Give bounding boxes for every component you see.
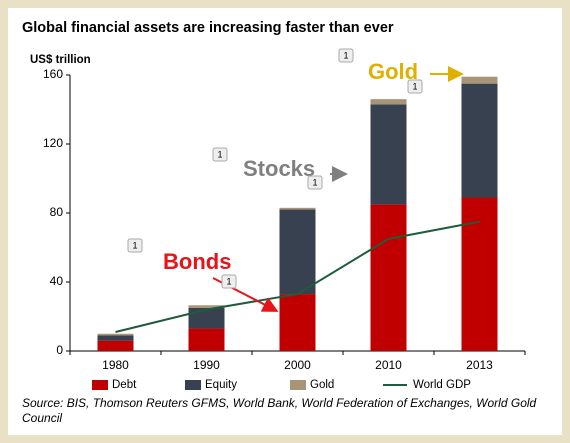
y-tick-label: 160: [43, 67, 63, 81]
legend-swatch: [185, 380, 201, 390]
bar-segment: [279, 207, 316, 210]
bar-segment: [279, 209, 316, 295]
badge-label: 1: [226, 276, 231, 286]
badge: [127, 238, 143, 253]
annotation: Stocks: [243, 156, 315, 181]
y-tick-label: 80: [50, 205, 64, 219]
bar-segment: [188, 307, 225, 329]
badge: [338, 48, 354, 63]
annotation: Bonds: [163, 249, 231, 274]
y-axis-label: US$ trillion: [30, 54, 91, 66]
x-tick-label: 2013: [466, 358, 493, 372]
legend-label: Debt: [112, 379, 137, 391]
legend-swatch: [290, 380, 306, 390]
bar-segment: [461, 197, 498, 351]
badge-label: 1: [343, 50, 348, 60]
x-tick-label: 1980: [102, 358, 129, 372]
badge-label: 1: [132, 240, 137, 250]
bar-segment: [461, 83, 498, 198]
x-tick-label: 2000: [284, 358, 311, 372]
bar-segment: [188, 328, 225, 351]
bar-segment: [370, 99, 407, 105]
badge: [407, 79, 423, 94]
legend-swatch: [92, 380, 108, 390]
x-tick-label: 1990: [193, 358, 220, 372]
bar-segment: [97, 333, 134, 336]
y-tick-label: 40: [50, 274, 64, 288]
bar-segment: [370, 104, 407, 205]
bar-segment: [188, 305, 225, 308]
bar-segment: [279, 294, 316, 351]
source-note: Source: BIS, Thomson Reuters GFMS, World…: [22, 396, 537, 425]
y-tick-label: 0: [56, 343, 63, 357]
x-tick-label: 2010: [375, 358, 402, 372]
bar-segment: [97, 340, 134, 351]
badge: [221, 274, 237, 289]
badge: [212, 147, 228, 162]
chart-title: Global financial assets are increasing f…: [22, 20, 394, 36]
bar-segment: [370, 204, 407, 351]
badge: [307, 175, 323, 190]
gdp-line: [115, 220, 480, 333]
badge-label: 1: [312, 177, 317, 187]
badge-label: 1: [217, 149, 222, 159]
y-tick-label: 120: [43, 136, 63, 150]
badge-label: 1: [412, 81, 417, 91]
legend-label: Equity: [205, 379, 237, 391]
legend-label: Gold: [310, 379, 334, 391]
legend-label: World GDP: [413, 379, 471, 391]
bar-segment: [97, 335, 134, 341]
bar-segment: [461, 76, 498, 84]
